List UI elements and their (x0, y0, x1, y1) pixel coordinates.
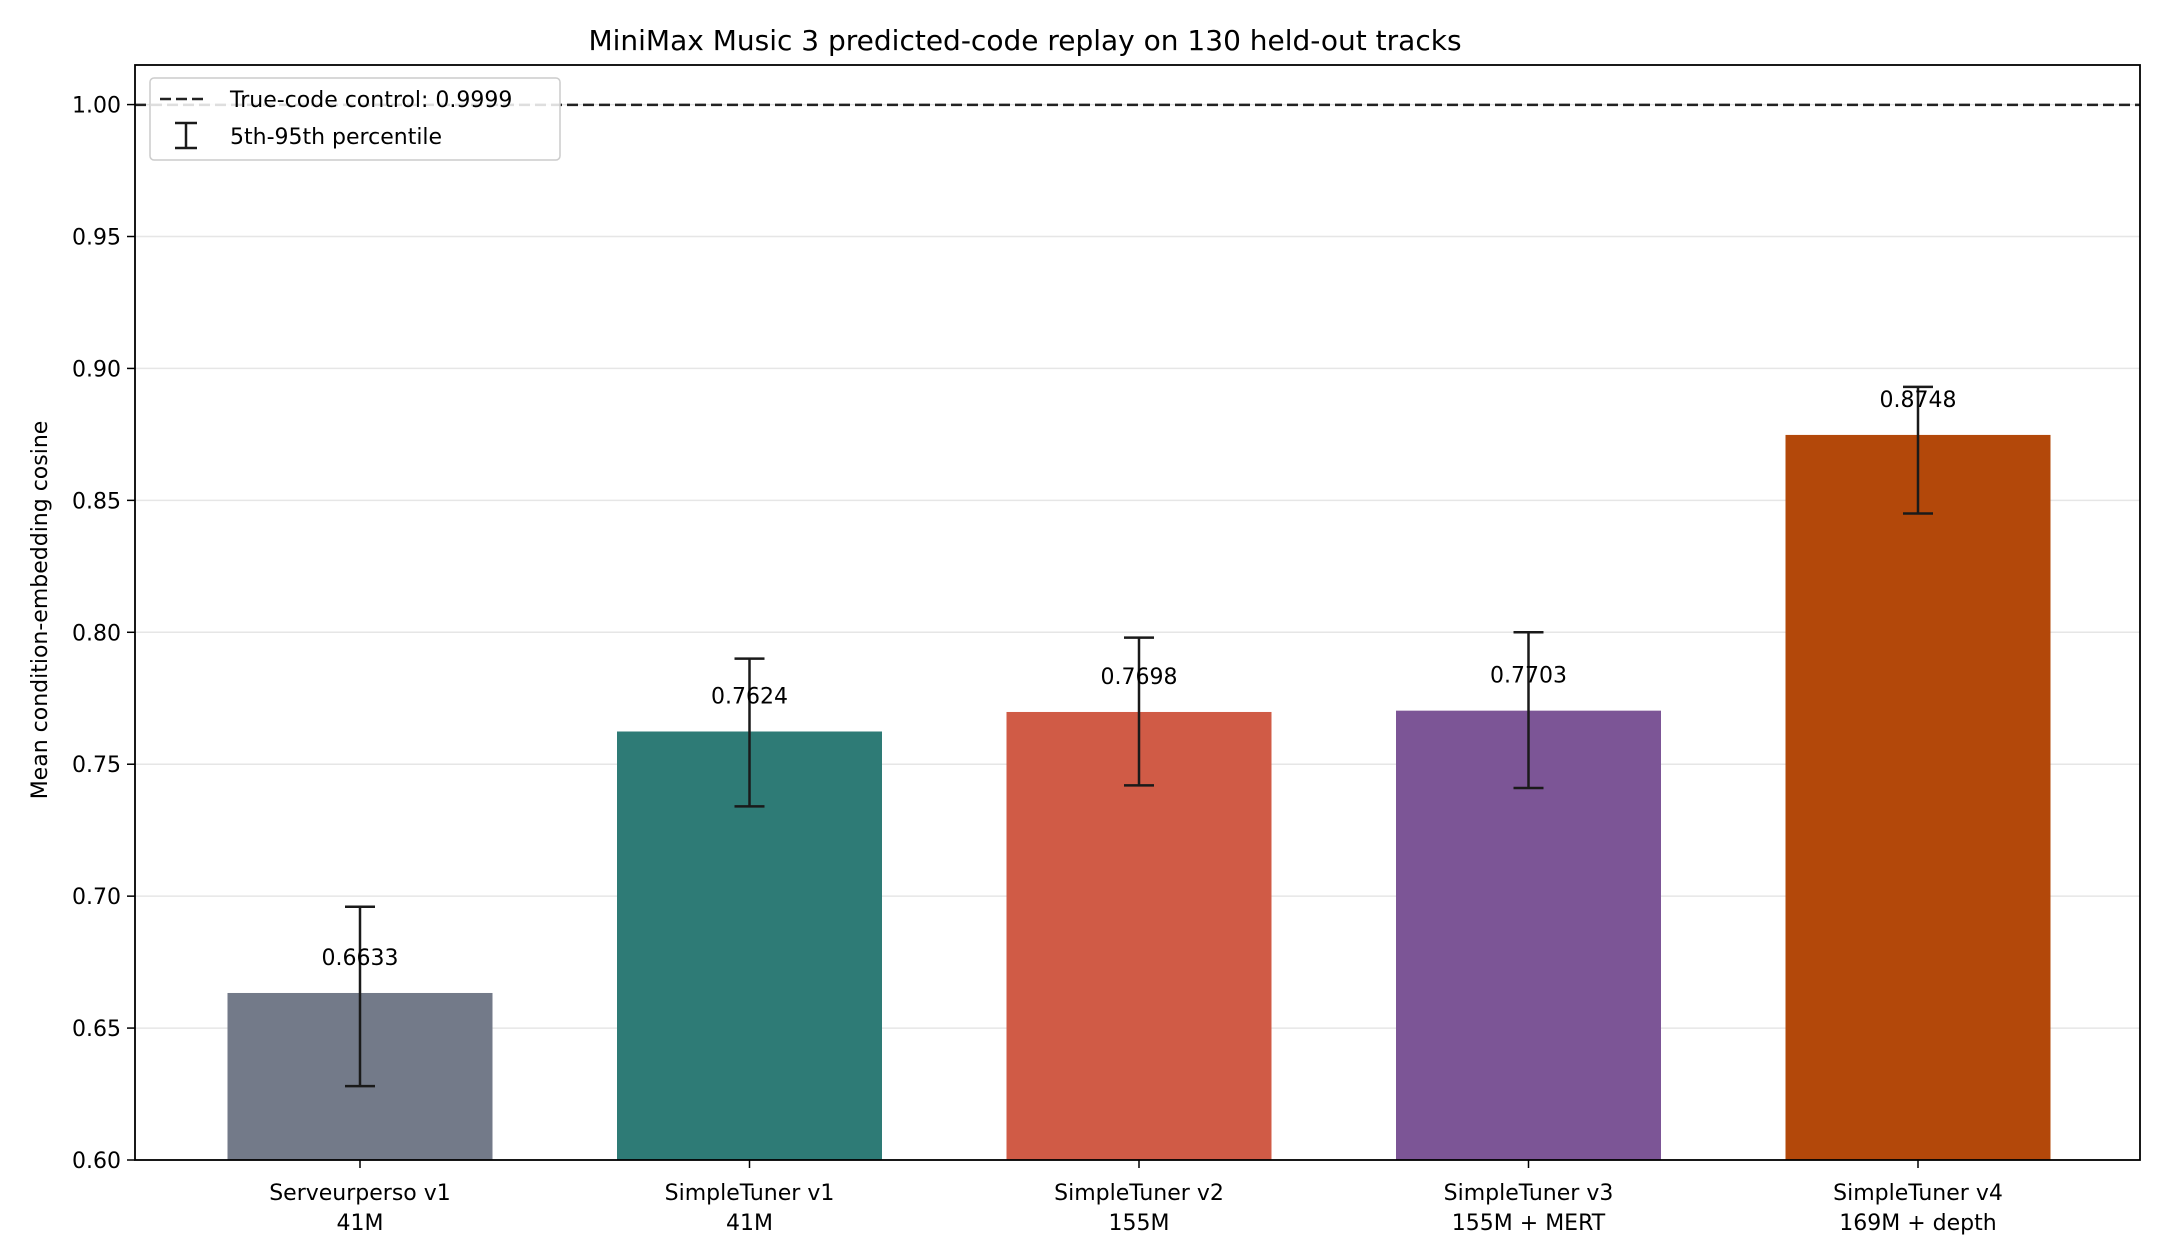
y-tick-label: 0.80 (72, 621, 121, 646)
chart-title: MiniMax Music 3 predicted-code replay on… (588, 24, 1461, 57)
y-tick-label: 0.85 (72, 489, 121, 514)
x-tick-label: SimpleTuner v3 (1444, 1181, 1614, 1206)
plot-frame (134, 64, 2141, 1161)
x-tick-sublabel: 155M (1109, 1211, 1170, 1236)
x-tick-sublabel: 155M + MERT (1452, 1211, 1606, 1236)
bar-value-label: 0.8748 (1880, 388, 1957, 413)
y-tick-label: 0.60 (72, 1149, 121, 1174)
bar (1006, 711, 1272, 1160)
legend-label-percentile: 5th-95th percentile (230, 125, 442, 150)
bar-value-label: 0.7703 (1490, 664, 1567, 689)
bar-value-label: 0.7624 (711, 684, 788, 709)
error-bars (345, 385, 1933, 1088)
bars (227, 434, 2051, 1160)
x-tick-label: Serveurperso v1 (269, 1181, 451, 1206)
y-tick-label: 0.75 (72, 753, 121, 778)
y-tick-label: 0.65 (72, 1017, 121, 1042)
y-tick-label: 0.90 (72, 357, 121, 382)
x-tick-label: SimpleTuner v2 (1054, 1181, 1224, 1206)
x-tick-sublabel: 169M + depth (1839, 1211, 1996, 1236)
y-tick-label: 1.00 (72, 94, 121, 119)
bar-value-label: 0.6633 (322, 946, 399, 971)
y-axis-label: Mean condition-embedding cosine (28, 421, 53, 800)
x-tick-label: SimpleTuner v1 (665, 1181, 835, 1206)
legend-box (149, 77, 561, 161)
legend-label-reference: True-code control: 0.9999 (229, 88, 512, 113)
legend: True-code control: 0.9999 5th-95th percen… (149, 77, 561, 161)
y-tick-label: 0.70 (72, 885, 121, 910)
bar (1785, 434, 2051, 1160)
axes: 0.60 0.65 0.70 0.75 0.80 0.85 0.90 0.95 1.00 Serv… (72, 64, 2141, 1236)
x-tick-sublabel: 41M (337, 1211, 384, 1236)
value-labels: 0.6633 0.7624 0.7698 0.7703 0.8748 (322, 388, 1957, 971)
y-tick-label: 0.95 (72, 226, 121, 251)
x-tick-label: SimpleTuner v4 (1833, 1181, 2003, 1206)
x-tick-sublabel: 41M (726, 1211, 773, 1236)
bar-value-label: 0.7698 (1101, 665, 1178, 690)
